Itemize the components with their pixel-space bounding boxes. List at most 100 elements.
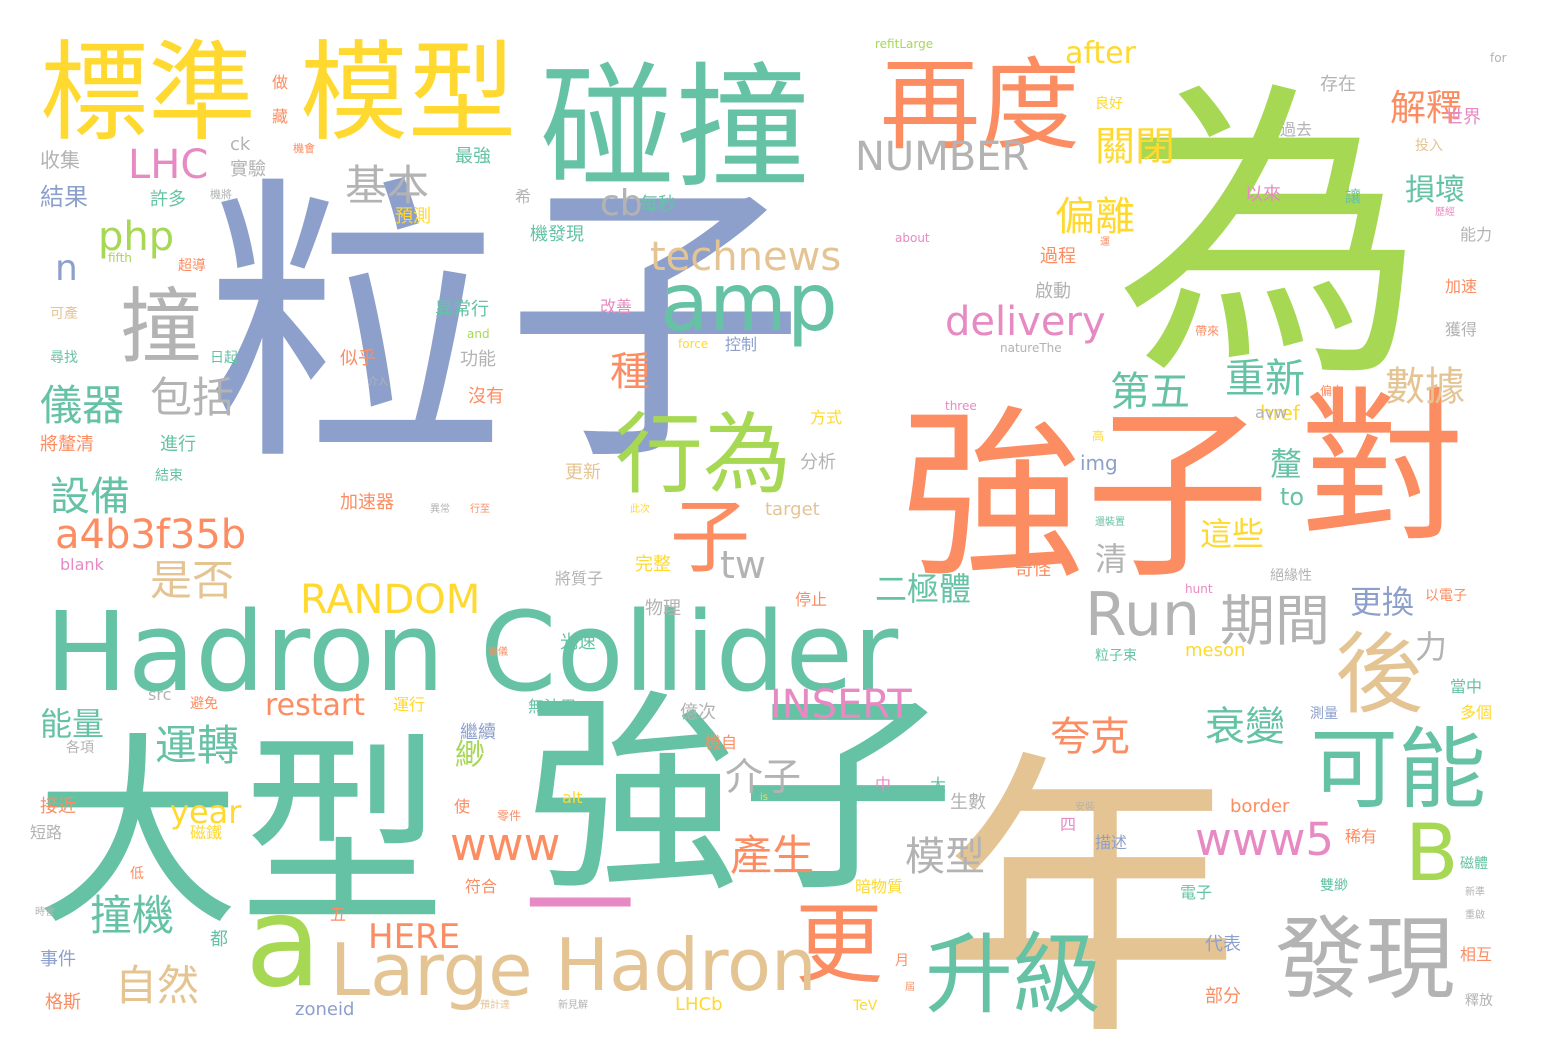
word: 描述 [1095, 833, 1127, 852]
word: 行至 [470, 502, 490, 515]
word: 運轉 [155, 721, 239, 770]
word: fifth [108, 251, 132, 265]
word: 電子 [1180, 883, 1212, 902]
word: 格斯 [45, 992, 81, 1013]
word: 以電子 [1425, 588, 1467, 604]
word: 預測 [395, 206, 431, 227]
word: 碰撞 [540, 50, 810, 207]
word: src [148, 685, 171, 704]
word: of [1380, 251, 1392, 265]
word: cb [600, 183, 643, 224]
word: 許多 [150, 189, 186, 210]
word: three [945, 399, 977, 413]
word: 控制 [725, 335, 757, 354]
word: 過去 [1280, 120, 1312, 139]
word: 能量 [40, 705, 104, 743]
word: ck [230, 134, 251, 155]
word: 強子 [525, 670, 955, 921]
word: 模型 [905, 834, 985, 880]
word: 清 [1095, 540, 1127, 578]
word: n [55, 248, 78, 289]
word: 機將 [210, 187, 232, 201]
word: www5 [1195, 813, 1334, 866]
word: 似乎 [340, 348, 376, 369]
word: 光速 [560, 632, 596, 653]
word: 時會 [35, 905, 55, 918]
word: a4b3f35b [55, 512, 246, 558]
word: 磁體 [1460, 856, 1488, 872]
word: hunt [1185, 582, 1213, 596]
word: NUMBER [855, 134, 1029, 180]
word: delivery [945, 299, 1106, 345]
word: 儀器 [40, 381, 124, 430]
word: href [1260, 401, 1301, 425]
word: 使 [454, 797, 470, 816]
word: 力 [1415, 628, 1447, 666]
word: a [245, 870, 322, 1015]
word: 此次 [630, 502, 650, 515]
word: 將釐清 [40, 434, 94, 455]
word: 良好 [1095, 96, 1123, 112]
word: technews [650, 234, 841, 280]
word: about [895, 231, 930, 245]
word: 停止 [795, 590, 827, 609]
word: 藏 [272, 107, 288, 126]
word: 粒子束 [1095, 648, 1137, 664]
word: force [678, 337, 708, 351]
word: 實驗 [230, 159, 266, 180]
word: 可產 [50, 305, 78, 322]
word: 高 [1092, 428, 1104, 443]
word: 尋找 [50, 350, 78, 366]
word: 還裝置 [1095, 515, 1125, 528]
word: year [170, 793, 242, 831]
word: 投入 [1415, 138, 1443, 154]
word: after [1065, 36, 1137, 71]
word: 日起 [210, 350, 238, 366]
word: Large [330, 928, 533, 1012]
word: 可能 [1310, 718, 1486, 821]
word: HERE [368, 917, 460, 957]
word: blank [60, 555, 105, 574]
word: 機會 [293, 141, 315, 155]
word: 奇怪 [1015, 559, 1051, 580]
word: 大 [930, 775, 946, 794]
word: 對 [1300, 372, 1465, 564]
word: 以來 [1245, 184, 1281, 205]
word: 子 [670, 491, 750, 584]
word: 超導 [178, 258, 206, 274]
word: 進行 [160, 434, 196, 455]
word: 讓 [1345, 187, 1361, 206]
word: 短路 [30, 823, 62, 842]
word: 稀有 [1345, 827, 1377, 846]
word: 偏離 [1055, 194, 1135, 240]
word: 異常行 [435, 299, 489, 320]
word: 相互 [1460, 945, 1492, 964]
word: 更 [795, 893, 883, 996]
word: 屆 [905, 981, 915, 993]
word: 獲得 [1445, 320, 1477, 339]
word: 安裝 [1075, 800, 1095, 813]
word: meson [1185, 640, 1245, 661]
word: 零件 [497, 809, 521, 823]
word: alt [562, 788, 583, 807]
word: 測量 [1310, 706, 1338, 722]
word: 物理 [645, 598, 681, 619]
word: 月 [895, 953, 909, 969]
word: 結束 [155, 468, 183, 484]
word: 當中 [1450, 677, 1482, 696]
word: amp [660, 256, 838, 349]
word: 模型 [300, 31, 516, 156]
word: 釋放 [1465, 993, 1493, 1009]
word: natureThe [1000, 341, 1062, 355]
word: 種 [610, 349, 650, 395]
word: avw [1255, 403, 1287, 422]
word: 每秒 [640, 194, 676, 215]
word: 新見解 [558, 998, 588, 1011]
word: 釐 [1270, 445, 1302, 483]
word: 一 [525, 843, 635, 971]
word: 都 [210, 929, 228, 950]
word: 畫儀 [488, 645, 508, 658]
word: 大型 [35, 716, 445, 954]
